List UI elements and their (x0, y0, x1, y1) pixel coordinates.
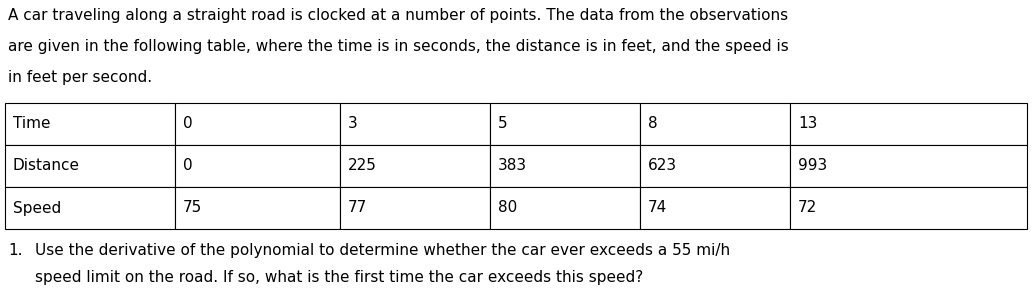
Text: 0: 0 (183, 159, 193, 173)
Text: 383: 383 (498, 159, 527, 173)
Bar (5, 103, 175, 145)
Bar (490, 145, 640, 187)
Text: are given in the following table, where the time is in seconds, the distance is : are given in the following table, where … (8, 39, 788, 54)
Text: 80: 80 (498, 200, 517, 216)
Text: 0: 0 (183, 116, 193, 132)
Text: Use the derivative of the polynomial to determine whether the car ever exceeds a: Use the derivative of the polynomial to … (35, 243, 730, 258)
Text: Speed: Speed (13, 200, 61, 216)
Text: 623: 623 (648, 159, 677, 173)
Text: Distance: Distance (13, 159, 80, 173)
Bar (5, 145, 175, 187)
Bar (340, 103, 490, 145)
Text: 8: 8 (648, 116, 657, 132)
Bar (640, 187, 791, 229)
Text: 993: 993 (798, 159, 828, 173)
Text: 1.: 1. (8, 243, 23, 258)
Text: 72: 72 (798, 200, 817, 216)
Text: 225: 225 (348, 159, 377, 173)
Bar (175, 145, 340, 187)
Bar (340, 187, 490, 229)
Bar (791, 145, 1027, 187)
Bar (5, 187, 175, 229)
Text: 3: 3 (348, 116, 358, 132)
Bar (490, 187, 640, 229)
Bar (791, 103, 1027, 145)
Text: A car traveling along a straight road is clocked at a number of points. The data: A car traveling along a straight road is… (8, 8, 788, 23)
Text: 77: 77 (348, 200, 367, 216)
Bar (640, 103, 791, 145)
Text: in feet per second.: in feet per second. (8, 70, 152, 85)
Bar (175, 187, 340, 229)
Text: speed limit on the road. If so, what is the first time the car exceeds this spee: speed limit on the road. If so, what is … (35, 270, 643, 285)
Bar (340, 145, 490, 187)
Text: Time: Time (13, 116, 51, 132)
Bar (640, 145, 791, 187)
Text: 13: 13 (798, 116, 817, 132)
Text: 5: 5 (498, 116, 508, 132)
Bar (175, 103, 340, 145)
Text: 74: 74 (648, 200, 668, 216)
Bar (791, 187, 1027, 229)
Bar (490, 103, 640, 145)
Text: 75: 75 (183, 200, 202, 216)
